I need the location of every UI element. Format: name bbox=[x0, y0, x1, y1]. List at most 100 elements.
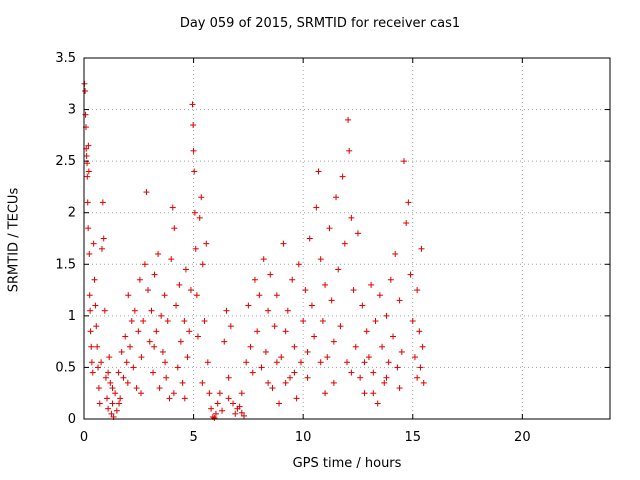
data-point bbox=[203, 240, 210, 247]
data-point bbox=[376, 292, 383, 299]
data-point bbox=[151, 271, 158, 278]
data-point bbox=[151, 343, 158, 350]
data-point bbox=[240, 412, 247, 419]
data-point bbox=[83, 152, 90, 159]
data-point bbox=[291, 343, 298, 350]
data-point bbox=[140, 318, 147, 325]
data-point bbox=[333, 194, 340, 201]
tick-labels: 0 0.5 1 1.5 2 2.5 3 3.5 0 5 10 15 20 bbox=[55, 51, 530, 445]
data-point bbox=[319, 318, 326, 325]
data-point bbox=[306, 235, 313, 242]
data-point bbox=[368, 281, 375, 288]
data-point bbox=[405, 199, 412, 206]
data-point bbox=[186, 328, 193, 335]
data-point bbox=[387, 276, 394, 283]
data-point bbox=[328, 297, 335, 304]
data-point bbox=[374, 400, 381, 407]
data-point bbox=[282, 379, 289, 386]
data-point bbox=[109, 400, 116, 407]
data-point bbox=[352, 343, 359, 350]
x-tick-label: 20 bbox=[514, 430, 531, 445]
data-point bbox=[86, 292, 93, 299]
data-point bbox=[256, 292, 263, 299]
data-point bbox=[148, 307, 155, 314]
data-point bbox=[201, 318, 208, 325]
data-point bbox=[311, 333, 318, 340]
data-point bbox=[124, 379, 131, 386]
data-point bbox=[282, 328, 289, 335]
data-point bbox=[219, 407, 226, 414]
data-point bbox=[128, 318, 135, 325]
data-point bbox=[84, 199, 91, 206]
data-point bbox=[96, 400, 103, 407]
data-point bbox=[273, 359, 280, 366]
chart-title: Day 059 of 2015, SRMTID for receiver cas… bbox=[179, 16, 461, 31]
data-point bbox=[344, 359, 350, 366]
data-point bbox=[120, 374, 127, 381]
data-point bbox=[122, 333, 129, 340]
data-point bbox=[118, 348, 125, 355]
data-point bbox=[208, 405, 215, 412]
data-point bbox=[146, 338, 153, 345]
data-point bbox=[93, 323, 100, 330]
data-point bbox=[348, 369, 355, 376]
data-point bbox=[304, 348, 311, 355]
data-point bbox=[287, 374, 294, 381]
data-point bbox=[136, 276, 143, 283]
data-point bbox=[383, 312, 390, 319]
data-point bbox=[158, 312, 165, 319]
data-point bbox=[260, 256, 267, 263]
data-point bbox=[300, 318, 307, 325]
data-point bbox=[308, 302, 315, 309]
data-point bbox=[337, 323, 344, 330]
data-point bbox=[416, 328, 423, 335]
data-point bbox=[166, 395, 173, 402]
data-point bbox=[271, 323, 278, 330]
data-point bbox=[125, 292, 132, 299]
grid bbox=[84, 58, 610, 419]
data-point bbox=[361, 359, 368, 366]
data-point bbox=[390, 333, 397, 340]
data-point bbox=[276, 400, 283, 407]
data-point bbox=[137, 390, 144, 397]
y-tick-label: 3.5 bbox=[55, 51, 76, 66]
y-tick-label: 3 bbox=[68, 103, 76, 118]
data-point bbox=[280, 240, 287, 247]
data-point bbox=[193, 292, 200, 299]
x-axis-label: GPS time / hours bbox=[292, 456, 402, 471]
data-point bbox=[350, 287, 357, 294]
data-point bbox=[394, 364, 401, 371]
data-point bbox=[163, 374, 170, 381]
data-point bbox=[191, 168, 198, 175]
data-point bbox=[249, 369, 256, 376]
data-point bbox=[130, 364, 137, 371]
plot-border bbox=[83, 57, 611, 420]
data-point bbox=[105, 369, 112, 376]
data-point bbox=[112, 390, 119, 397]
data-point bbox=[171, 225, 178, 232]
data-point bbox=[212, 410, 219, 417]
data-point bbox=[379, 343, 386, 350]
data-point bbox=[117, 395, 124, 402]
data-point bbox=[339, 173, 346, 180]
data-point bbox=[221, 338, 228, 345]
data-point bbox=[100, 235, 107, 242]
data-point bbox=[82, 111, 89, 118]
data-point bbox=[86, 250, 93, 257]
data-point bbox=[304, 374, 311, 381]
data-point bbox=[254, 328, 261, 335]
data-point bbox=[322, 390, 329, 397]
data-point bbox=[115, 369, 122, 376]
data-point bbox=[289, 276, 296, 283]
data-point bbox=[372, 318, 379, 325]
data-point bbox=[330, 338, 337, 345]
data-point bbox=[87, 328, 94, 335]
data-point bbox=[102, 374, 109, 381]
data-point bbox=[258, 364, 265, 371]
data-point bbox=[302, 287, 309, 294]
data-point bbox=[90, 240, 97, 247]
data-point bbox=[192, 245, 199, 252]
data-point bbox=[127, 343, 134, 350]
data-point bbox=[199, 379, 206, 386]
data-point bbox=[153, 328, 160, 335]
